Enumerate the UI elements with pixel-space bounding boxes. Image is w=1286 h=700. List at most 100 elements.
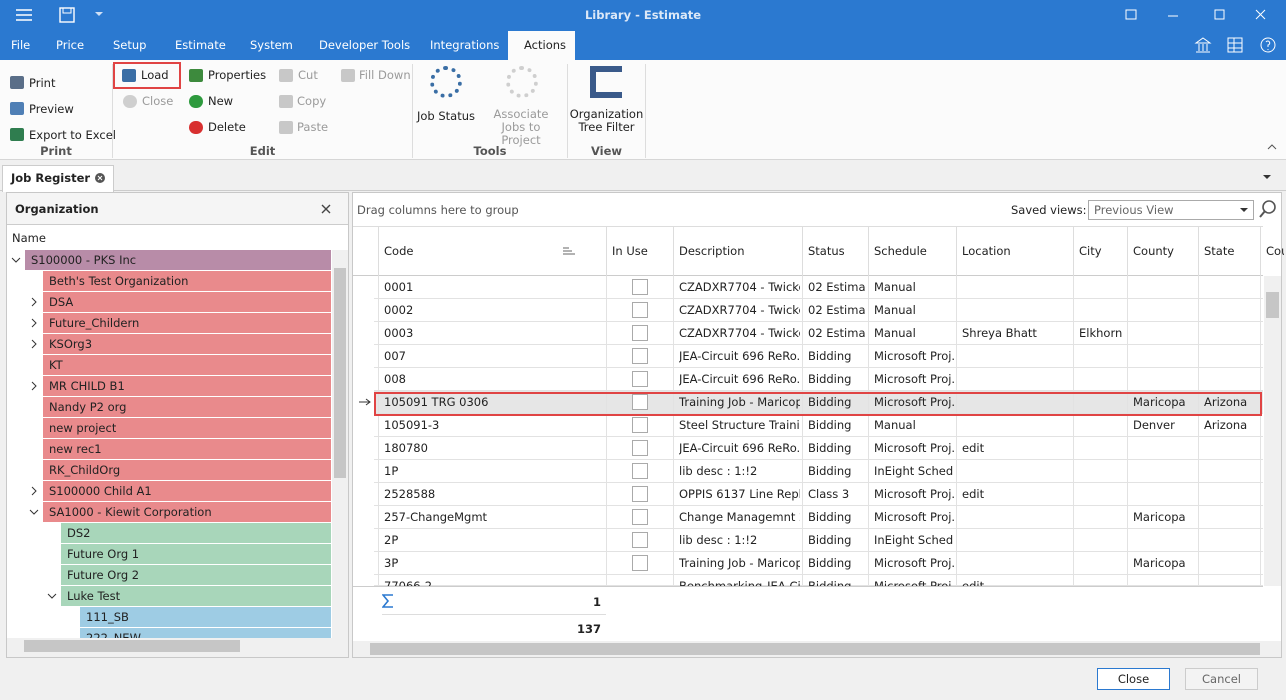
tab-close[interactable] [94,172,106,184]
tree-node-label[interactable]: MR CHILD B1 [49,379,125,393]
tree-node[interactable] [25,250,331,270]
tree-node-label[interactable]: DSA [49,295,74,309]
grid-row[interactable] [374,368,1263,391]
tree-expander[interactable] [29,297,39,307]
tree-node[interactable] [43,439,331,459]
grid-row[interactable] [374,299,1263,322]
tree-node[interactable] [43,502,331,522]
qat-dropdown[interactable] [94,10,104,18]
menu-item[interactable]: Setup [113,38,147,52]
column-header[interactable]: In Use [612,244,648,258]
tree-node-label[interactable]: RK_ChildOrg [49,463,121,477]
menu-item[interactable]: Integrations [430,38,500,52]
saved-views-value[interactable]: Previous View [1094,203,1174,217]
column-header[interactable]: Cou [1266,244,1284,258]
tree-node[interactable] [43,376,331,396]
grid-row[interactable] [374,345,1263,368]
column-header[interactable]: City [1079,244,1102,258]
in-use-checkbox[interactable] [632,440,648,456]
tree-node[interactable] [43,418,331,438]
tree-node-label[interactable]: Future Org 2 [67,568,140,582]
tree-node[interactable] [61,523,331,543]
tree-node-label[interactable]: S100000 Child A1 [49,484,152,498]
tree-expander[interactable] [47,591,57,601]
tree-node[interactable] [43,355,331,375]
grid-row[interactable] [374,391,1263,414]
tree-node[interactable] [43,481,331,501]
tree-node-label[interactable]: Future Org 1 [67,547,140,561]
in-use-checkbox[interactable] [632,555,648,571]
column-header[interactable]: Description [679,244,745,258]
tree-expander[interactable] [29,318,39,328]
grid-row[interactable] [374,575,1263,586]
in-use-checkbox[interactable] [632,325,648,341]
grid-row[interactable] [374,460,1263,483]
header-right-icons[interactable] [1194,36,1278,54]
active-tab[interactable] [508,31,575,61]
footer-cancel-button[interactable] [1185,668,1258,690]
tree-node-label[interactable]: KT [49,358,63,372]
ribbon-button[interactable]: Export to Excel [29,128,116,142]
tree-node[interactable] [61,544,331,564]
tree-node[interactable] [43,460,331,480]
column-header[interactable]: Schedule [874,244,927,258]
ribbon-button[interactable]: Delete [208,120,246,134]
footer-button-label[interactable]: Close [1117,672,1150,686]
tree-node-label[interactable]: Luke Test [67,589,121,603]
grid-row[interactable] [374,552,1263,575]
column-header[interactable]: Status [808,244,845,258]
grid-hscroll-thumb[interactable] [370,643,1260,655]
ribbon-button[interactable]: Load [141,68,169,82]
menu-item[interactable]: Actions [524,38,567,52]
tree-expander[interactable] [29,507,39,517]
grid-row[interactable] [374,322,1263,345]
tree-node-label[interactable]: new rec1 [49,442,102,456]
tree-node-label[interactable]: SA1000 - Kiewit Corporation [49,505,212,519]
grid-row[interactable] [374,506,1263,529]
tree-node-label[interactable]: new project [49,421,117,435]
ribbon-button[interactable]: Print [29,76,56,90]
grid-row[interactable] [374,437,1263,460]
tree-node[interactable] [43,271,331,291]
column-header[interactable]: Code [384,244,414,258]
hamburger-icon[interactable] [14,6,34,24]
tree-node[interactable] [43,334,331,354]
grid-scroll-thumb[interactable] [1266,292,1279,318]
in-use-checkbox[interactable] [632,394,648,410]
tree-expander[interactable] [11,255,21,265]
ribbon-button[interactable]: Organization Tree Filter [569,107,644,134]
in-use-checkbox[interactable] [632,302,648,318]
tree-node-label[interactable]: S100000 - PKS Inc [31,253,137,267]
in-use-checkbox[interactable] [632,463,648,479]
tree-node-label[interactable]: Beth's Test Organization [49,274,189,288]
tree-node[interactable] [80,607,331,627]
grid-row[interactable] [374,414,1263,437]
footer-button-label[interactable]: Cancel [1202,672,1241,686]
tree-node-label[interactable]: Nandy P2 org [49,400,127,414]
menu-item[interactable]: System [250,38,293,52]
column-header[interactable]: Location [962,244,1011,258]
combo-arrow[interactable] [1239,206,1249,214]
grid-row[interactable] [374,483,1263,506]
tree-node-label[interactable]: Future_Childern [49,316,140,330]
tree-node-label[interactable]: DS2 [67,526,91,540]
tree-node[interactable] [61,586,331,606]
sort-icon[interactable] [562,246,576,256]
in-use-checkbox[interactable] [632,532,648,548]
in-use-checkbox[interactable] [632,486,648,502]
in-use-checkbox[interactable] [632,509,648,525]
tree-node-label[interactable]: KSOrg3 [49,337,93,351]
in-use-checkbox[interactable] [632,371,648,387]
saved-views-combo[interactable] [1088,200,1254,220]
ribbon-button[interactable]: Properties [208,68,267,82]
save-icon[interactable] [58,6,76,24]
menu-item[interactable]: Estimate [175,38,226,52]
in-use-checkbox[interactable] [632,279,648,295]
footer-ok-button[interactable] [1097,668,1170,690]
tree-expander[interactable] [29,339,39,349]
menu-item[interactable]: Price [56,38,85,52]
tree-node[interactable] [61,565,331,585]
window-controls[interactable] [1120,6,1280,24]
in-use-checkbox[interactable] [632,348,648,364]
document-tab-label[interactable]: Job Register [11,171,91,185]
